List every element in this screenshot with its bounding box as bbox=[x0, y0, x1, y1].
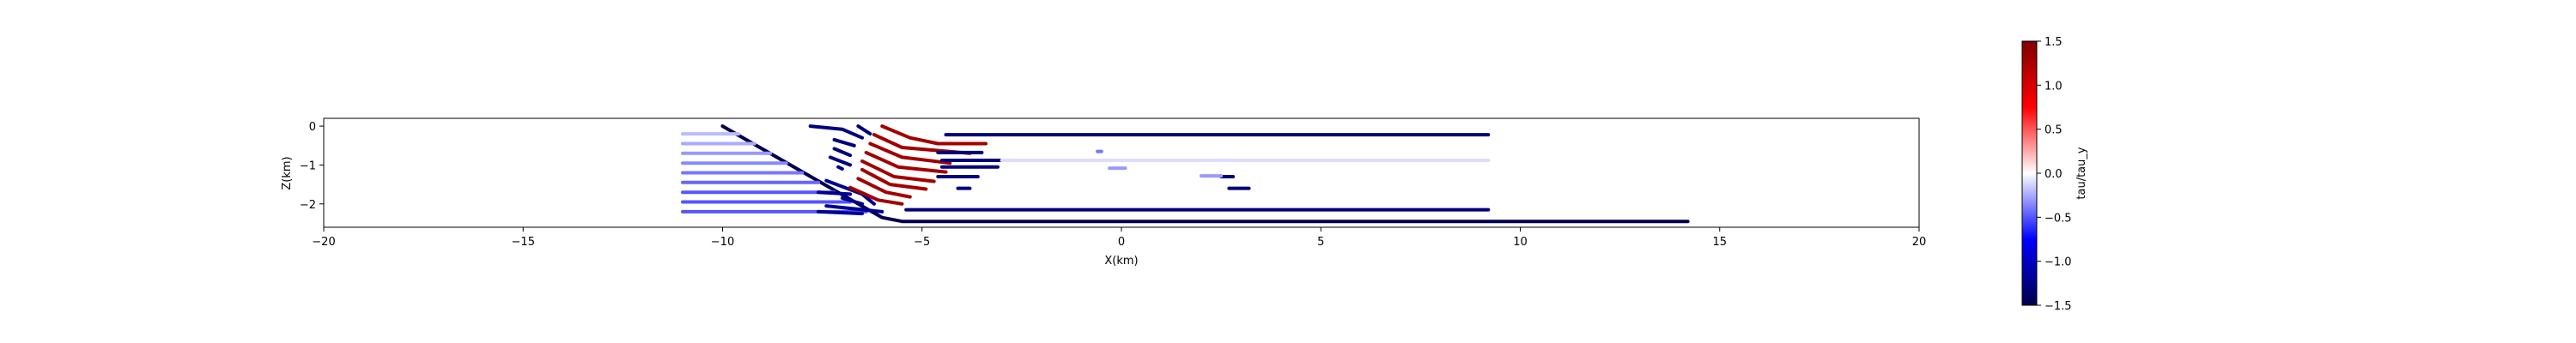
x-tick-label: 10 bbox=[1513, 236, 1528, 249]
colorbar-gradient bbox=[2021, 40, 2038, 306]
x-tick-label: −15 bbox=[512, 236, 535, 249]
series-curve-16 bbox=[856, 124, 872, 136]
x-tick-label: −10 bbox=[711, 236, 734, 249]
colorbar: 1.5 1.0 0.5 0.0 −0.5 −1.0 −1.5 tau/tau_y bbox=[2021, 36, 2088, 313]
series-curve-28 bbox=[848, 185, 904, 206]
series-curve-14 bbox=[817, 209, 865, 216]
series-curve-24 bbox=[864, 150, 948, 174]
data-series bbox=[681, 124, 1690, 224]
series-curve-11 bbox=[817, 190, 853, 196]
plot-area: −20 −15 −10 −5 0 5 10 15 20 0 −1 −2 X(km) Z(km) bbox=[281, 117, 1926, 268]
x-tick-label: −20 bbox=[312, 236, 335, 249]
series-curve-25 bbox=[860, 159, 936, 184]
y-axis-label: Z(km) bbox=[281, 156, 294, 190]
colorbar-tick-label: 0.0 bbox=[2044, 168, 2063, 181]
colorbar-tick-label: −1.5 bbox=[2044, 300, 2072, 313]
series-curve-17 bbox=[832, 137, 856, 147]
colorbar-tick-label: 0.5 bbox=[2044, 124, 2063, 137]
colorbar-tick-label: 1.0 bbox=[2044, 80, 2063, 93]
series-curve-12 bbox=[840, 196, 865, 206]
x-axis-ticks: −20 −15 −10 −5 0 5 10 15 20 bbox=[312, 227, 1926, 249]
colorbar-ticks: 1.5 1.0 0.5 0.0 −0.5 −1.0 −1.5 bbox=[2037, 36, 2072, 313]
series-curve-26 bbox=[860, 167, 928, 191]
x-tick-label: 15 bbox=[1712, 236, 1727, 249]
colorbar-tick-label: 1.5 bbox=[2044, 36, 2063, 49]
y-tick-label: −1 bbox=[300, 159, 316, 172]
colorbar-label: tau/tau_y bbox=[2075, 147, 2088, 199]
x-axis-label: X(km) bbox=[1104, 255, 1138, 268]
x-tick-label: 20 bbox=[1912, 236, 1927, 249]
series-curve-0 bbox=[720, 124, 1690, 224]
y-tick-label: −2 bbox=[300, 199, 316, 212]
series-curve-20 bbox=[836, 165, 844, 171]
x-tick-label: −5 bbox=[914, 236, 930, 249]
series-curve-13 bbox=[824, 204, 884, 214]
series-curve-19 bbox=[828, 155, 853, 167]
series-curve-23 bbox=[868, 141, 952, 165]
series-curve-15 bbox=[808, 124, 865, 140]
x-tick-label: 0 bbox=[1118, 236, 1125, 249]
series-curve-18 bbox=[832, 147, 853, 158]
y-axis-ticks: 0 −1 −2 bbox=[300, 121, 324, 212]
y-tick-label: 0 bbox=[309, 121, 316, 134]
colorbar-tick-label: −0.5 bbox=[2044, 212, 2072, 225]
series-curve-27 bbox=[856, 177, 912, 199]
colorbar-tick-label: −1.0 bbox=[2044, 256, 2072, 269]
series-curve-21 bbox=[880, 124, 988, 146]
x-tick-label: 5 bbox=[1317, 236, 1324, 249]
